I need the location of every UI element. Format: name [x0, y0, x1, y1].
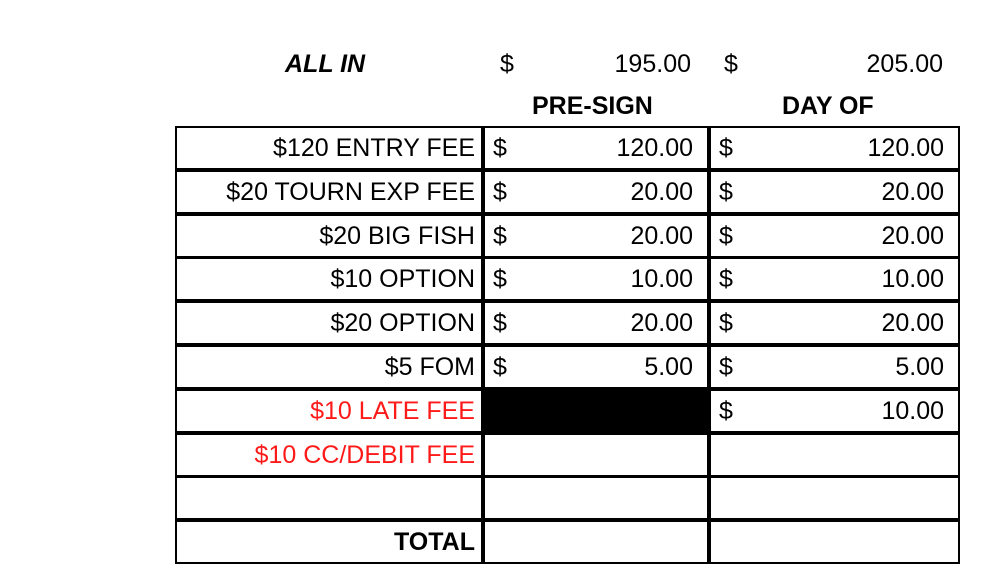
- dayof-cell: $120.00: [709, 126, 960, 170]
- fee-label-cell: $10 CC/DEBIT FEE: [175, 432, 483, 477]
- presign-cell: $20.00: [483, 213, 709, 258]
- fee-label-cell: $20 TOURN EXP FEE: [175, 169, 483, 214]
- fee-label-cell: TOTAL: [175, 520, 483, 565]
- all-in-presign-currency: $: [500, 50, 514, 78]
- fee-label: $10 CC/DEBIT FEE: [254, 440, 475, 469]
- table-row: $10 OPTION $10.00 $10.00: [175, 257, 960, 302]
- fee-label: $20 BIG FISH: [319, 221, 475, 250]
- dayof-amount: 20.00: [881, 309, 944, 338]
- table-row: [175, 476, 960, 521]
- presign-cell: $20.00: [483, 169, 709, 214]
- dayof-cell: [709, 476, 960, 521]
- all-in-dayof-currency: $: [724, 50, 738, 78]
- currency-symbol: $: [719, 353, 733, 381]
- dayof-amount: 10.00: [881, 265, 944, 294]
- dayof-cell: $5.00: [709, 345, 960, 389]
- fee-label: $10 LATE FEE: [310, 396, 475, 425]
- presign-cell: [483, 388, 709, 433]
- table-row: $10 LATE FEE $10.00: [175, 388, 960, 433]
- presign-cell: $10.00: [483, 257, 709, 302]
- table-row: $5 FOM $5.00 $5.00: [175, 345, 960, 389]
- fee-label-cell: $20 OPTION: [175, 301, 483, 346]
- presign-cell: [483, 476, 709, 521]
- fee-label-cell: $10 OPTION: [175, 257, 483, 302]
- currency-symbol: $: [493, 353, 507, 381]
- table-row: $20 OPTION $20.00 $20.00: [175, 301, 960, 346]
- currency-symbol: $: [493, 177, 507, 206]
- dayof-cell: $20.00: [709, 169, 960, 214]
- dayof-amount: 20.00: [881, 177, 944, 206]
- table-row: $120 ENTRY FEE $120.00 $120.00: [175, 126, 960, 170]
- fee-label: $20 OPTION: [330, 309, 476, 338]
- fee-label: $10 OPTION: [330, 265, 476, 294]
- presign-cell: $120.00: [483, 126, 709, 170]
- table-row: $10 CC/DEBIT FEE: [175, 432, 960, 477]
- presign-amount: 5.00: [644, 353, 693, 381]
- all-in-presign-amount: 195.00: [614, 50, 691, 78]
- currency-symbol: $: [493, 265, 507, 294]
- fee-label: [475, 484, 481, 512]
- all-in-dayof-amount: 205.00: [866, 50, 943, 78]
- currency-symbol: $: [719, 309, 733, 338]
- presign-cell: $20.00: [483, 301, 709, 346]
- dayof-amount: 120.00: [867, 134, 944, 162]
- presign-amount: 120.00: [616, 134, 693, 162]
- currency-symbol: $: [493, 134, 507, 162]
- fee-label-cell: $10 LATE FEE: [175, 388, 483, 433]
- currency-symbol: $: [719, 265, 733, 294]
- presign-cell: [483, 520, 709, 565]
- fee-label: $120 ENTRY FEE: [273, 134, 475, 162]
- currency-symbol: $: [719, 134, 733, 162]
- presign-column-header: PRE-SIGN: [532, 92, 653, 120]
- dayof-amount: 20.00: [881, 221, 944, 250]
- currency-symbol: $: [719, 221, 733, 250]
- fee-label-cell: $5 FOM: [175, 345, 483, 389]
- fee-label: $5 FOM: [384, 353, 475, 381]
- dayof-cell: $20.00: [709, 213, 960, 258]
- dayof-cell: $20.00: [709, 301, 960, 346]
- currency-symbol: $: [719, 177, 733, 206]
- dayof-column-header: DAY OF: [782, 92, 874, 120]
- all-in-label: ALL IN: [285, 50, 366, 78]
- dayof-cell: $10.00: [709, 257, 960, 302]
- presign-amount: 20.00: [630, 221, 693, 250]
- presign-amount: 10.00: [630, 265, 693, 294]
- currency-symbol: $: [719, 396, 733, 425]
- dayof-cell: [709, 520, 960, 565]
- fee-label-cell: $120 ENTRY FEE: [175, 126, 483, 170]
- currency-symbol: $: [493, 221, 507, 250]
- fee-label-cell: [175, 476, 483, 521]
- fee-label-cell: $20 BIG FISH: [175, 213, 483, 258]
- dayof-amount: 10.00: [881, 396, 944, 425]
- fee-label: TOTAL: [393, 528, 475, 557]
- table-row: $20 BIG FISH $20.00 $20.00: [175, 213, 960, 258]
- table-row: $20 TOURN EXP FEE $20.00 $20.00: [175, 169, 960, 214]
- dayof-amount: 5.00: [895, 353, 944, 381]
- table-row: TOTAL: [175, 520, 960, 565]
- presign-cell: [483, 432, 709, 477]
- dayof-cell: $10.00: [709, 388, 960, 433]
- presign-amount: 20.00: [630, 177, 693, 206]
- presign-cell: $5.00: [483, 345, 709, 389]
- currency-symbol: $: [493, 309, 507, 338]
- presign-amount: 20.00: [630, 309, 693, 338]
- dayof-cell: [709, 432, 960, 477]
- fee-label: $20 TOURN EXP FEE: [226, 177, 475, 206]
